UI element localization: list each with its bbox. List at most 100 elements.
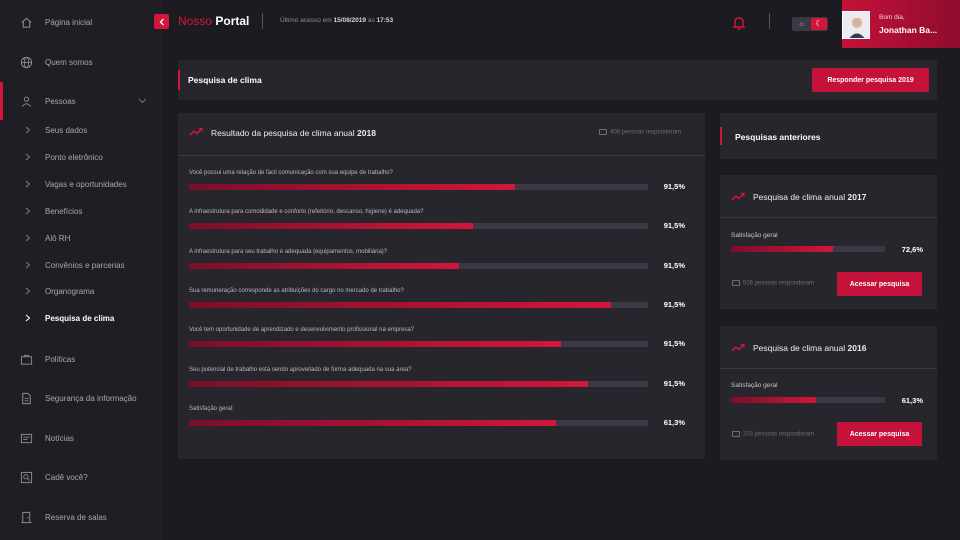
chevron-right-icon [20,310,36,326]
sidebar-subitem-label: Benefícios [45,206,83,216]
sun-icon[interactable]: ☼ [797,19,806,28]
divider [262,13,263,29]
chevron-right-icon [20,176,36,192]
sidebar-subitem-label: Alô RH [45,233,71,243]
sidebar-item-pessoas[interactable]: Pessoas [0,82,162,120]
user-name: Jonathan Ba... [879,25,938,35]
progress-fill [189,223,473,230]
last-access-mid: às [367,17,375,24]
sidebar-subitem-vagas[interactable]: Vagas e oportunidades [0,172,162,196]
sidebar-subitem-convenios[interactable]: Convênios e parcerias [0,253,162,277]
sidebar-item-noticias[interactable]: Notícias [0,426,162,450]
satisfaction-label: Satisfação geral [731,232,778,239]
chat-icon [599,129,607,135]
progress-fill [189,262,460,269]
briefcase-icon [18,351,34,367]
last-access-info: Último acesso em 15/08/2019 às 17:53 [280,17,393,24]
result-title-prefix: Resultado da pesquisa de clima anual [211,128,355,138]
chevron-right-icon [20,203,36,219]
chevron-down-icon[interactable] [138,97,147,106]
document-icon [18,390,34,406]
chevron-right-icon [20,230,36,246]
card-year: 2016 [847,343,867,353]
globe-icon [18,54,34,70]
access-survey-button[interactable]: Acessar pesquisa [837,422,922,446]
sidebar-subitem-alo-rh[interactable]: Alô RH [0,226,162,250]
previous-surveys-header: Pesquisas anteriores [720,113,937,159]
active-marker [0,82,3,120]
brand-part1: Nosso [178,14,213,28]
user-menu[interactable]: Bom dia, Jonathan Ba... [842,0,960,48]
sidebar-item-seguranca[interactable]: Segurança da informação [0,386,162,410]
response-count: 408 pessoas responderam [599,129,681,136]
result-title: Resultado da pesquisa de clima anual 201… [211,128,376,138]
page-header: Pesquisa de clima Responder pesquisa 201… [178,60,937,100]
theme-toggle[interactable]: ☼ ☾ [792,17,828,31]
trend-icon [189,127,203,136]
sidebar-item-label: Políticas [45,354,76,364]
greeting: Bom dia, [879,14,905,21]
card-title: Pesquisa de clima anual 2016 [753,343,866,353]
bell-icon[interactable] [731,15,747,31]
sidebar-item-cade-voce[interactable]: Cadê você? [0,465,162,489]
question-text: Seu potencial de trabalho está sendo apr… [189,366,412,373]
satisfaction-pct: 61,3% [901,396,923,405]
moon-icon[interactable]: ☾ [811,18,827,30]
sidebar-item-label: Pessoas [45,96,76,106]
sidebar-item-label: Reserva de salas [45,512,107,522]
chevron-right-icon [20,283,36,299]
progress-fill [189,341,561,348]
page-title: Pesquisa de clima [188,75,262,85]
question-progress-bar [189,301,648,308]
sidebar-subitem-organograma[interactable]: Organograma [0,279,162,303]
previous-survey-card-2017: Pesquisa de clima anual 2017 Satisfação … [720,175,937,309]
response-count: 526 pessoas responderam [732,280,814,287]
sidebar-subitem-beneficios[interactable]: Benefícios [0,199,162,223]
avatar [842,11,870,39]
question-pct: 91,5% [663,299,685,309]
question-text: Você tem oportunidade de aprendizado e d… [189,327,415,334]
last-access-prefix: Último acesso em [280,17,332,24]
respond-survey-button[interactable]: Responder pesquisa 2019 [812,68,929,92]
previous-surveys-title: Pesquisas anteriores [735,132,821,142]
progress-bar [731,397,885,403]
progress-fill [731,246,833,252]
question-progress-bar [189,341,648,348]
sidebar-subitem-label: Organograma [45,286,95,296]
brand-logo[interactable]: Nosso Portal [178,14,249,28]
sidebar-subitem-ponto-eletronico[interactable]: Ponto eletrônico [0,145,162,169]
sidebar-item-label: Quem somos [45,57,93,67]
collapse-sidebar-button[interactable] [154,14,169,29]
chevron-right-icon [20,122,36,138]
accent-bar [720,127,722,145]
access-survey-button[interactable]: Acessar pesquisa [837,272,922,296]
door-icon [18,509,34,525]
sidebar-subitem-seus-dados[interactable]: Seus dados [0,118,162,142]
sidebar-subitem-label: Ponto eletrônico [45,152,103,162]
progress-fill [189,380,589,387]
satisfaction-pct: 72,6% [901,245,923,254]
chat-icon [732,280,740,286]
brand-part2: Portal [215,14,250,28]
question-pct: 91,5% [663,221,685,231]
sidebar-item-quem-somos[interactable]: Quem somos [0,50,162,74]
sidebar-subitem-label: Vagas e oportunidades [45,179,127,189]
question-text: Satisfação geral: [189,405,234,412]
divider [178,155,705,156]
sidebar-item-label: Cadê você? [45,472,88,482]
sidebar-subitem-pesquisa-de-clima[interactable]: Pesquisa de clima [0,306,162,330]
response-count: 203 pessoas responderam [732,431,814,438]
sidebar-item-politicas[interactable]: Políticas [0,347,162,371]
home-icon [18,14,34,30]
sidebar-item-reserva-de-salas[interactable]: Reserva de salas [0,505,162,529]
divider [769,13,770,29]
chat-icon [732,431,740,437]
last-access-date: 15/08/2019 [333,17,367,24]
sidebar-item-pagina-inicial[interactable]: Página inicial [0,10,162,34]
progress-fill [189,301,612,308]
question-pct: 91,5% [663,339,685,349]
chevron-right-icon [20,257,36,273]
progress-fill [189,419,557,426]
question-pct: 91,5% [663,182,685,191]
response-count-text: 408 pessoas responderam [610,129,682,136]
